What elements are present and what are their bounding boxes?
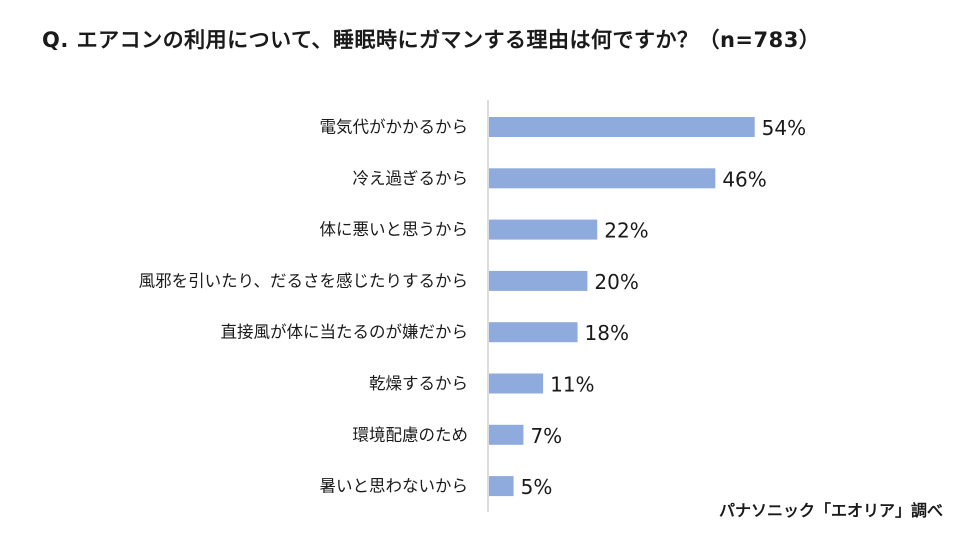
bar bbox=[489, 270, 588, 291]
value-label: 11% bbox=[550, 373, 594, 397]
bar bbox=[489, 219, 598, 240]
category-label: 体に悪いと思うから bbox=[320, 220, 469, 239]
category-label: 乾燥するから bbox=[369, 374, 468, 393]
bar bbox=[489, 424, 524, 445]
bar bbox=[489, 322, 578, 343]
value-label: 22% bbox=[604, 219, 648, 243]
bar bbox=[489, 168, 716, 189]
chart-title: Q. エアコンの利用について、睡眠時にガマンする理由は何ですか？（n=783） bbox=[42, 28, 821, 52]
bar bbox=[489, 117, 755, 137]
category-label: 電気代がかかるから bbox=[320, 118, 469, 137]
bar bbox=[489, 476, 514, 497]
bar bbox=[489, 373, 544, 394]
category-label: 環境配慮のため bbox=[353, 425, 469, 444]
value-label: 18% bbox=[585, 321, 629, 345]
value-label: 54% bbox=[762, 116, 806, 140]
value-label: 46% bbox=[722, 167, 766, 191]
category-label: 冷え過ぎるから bbox=[353, 169, 469, 188]
category-label: 暑いと思わないから bbox=[320, 477, 469, 496]
category-label: 直接風が体に当たるのが嫌だから bbox=[221, 323, 469, 342]
value-label: 7% bbox=[530, 424, 562, 448]
value-label: 5% bbox=[521, 475, 553, 499]
category-label: 風邪を引いたり、だるさを感じたりするから bbox=[139, 271, 468, 290]
source-note: パナソニック「エオリア」調べ bbox=[718, 501, 943, 520]
value-label: 20% bbox=[594, 270, 638, 294]
